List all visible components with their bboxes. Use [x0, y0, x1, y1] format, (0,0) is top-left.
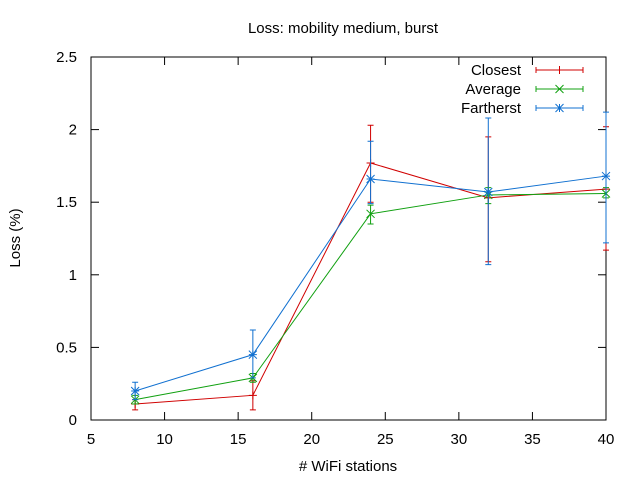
- x-axis-label: # WiFi stations: [299, 458, 397, 475]
- x-tick-label-4: 25: [377, 431, 394, 448]
- plot-area: 5 10 15 20 25 30 35 40 0 0.5 1 1.5 2 2.5 Closest Averag…: [56, 49, 614, 448]
- x-tick-label-6: 35: [524, 431, 541, 448]
- legend-errbar-caps-0: [535, 67, 584, 73]
- y-tick-label-2: 1: [69, 267, 77, 284]
- chart-title: Loss: mobility medium, burst: [248, 20, 439, 37]
- y-tick-label-3: 1.5: [56, 194, 77, 211]
- x-tick-label-3: 20: [303, 431, 320, 448]
- x-tick-label-1: 10: [156, 431, 173, 448]
- legend-errbar-caps-2: [535, 105, 584, 111]
- series-2-point-2: [366, 174, 375, 184]
- x-tick-label-7: 40: [598, 431, 615, 448]
- legend-marker-0: [555, 66, 564, 74]
- legend-marker-1: [555, 84, 564, 94]
- x-tick-label-0: 5: [87, 431, 95, 448]
- series-1-point-2: [366, 209, 375, 219]
- series-2-point-3: [483, 187, 493, 197]
- y-tick-label-1: 0.5: [56, 339, 77, 356]
- y-tick-label-5: 2.5: [56, 49, 77, 66]
- series-2-point-1: [248, 350, 258, 360]
- legend-label-2: Fartherst: [461, 100, 522, 117]
- series-2-point-4: [601, 171, 611, 181]
- legend-label-0: Closest: [471, 62, 522, 79]
- legend-errbar-caps-1: [535, 86, 584, 92]
- x-tick-label-2: 15: [230, 431, 247, 448]
- series-1-errorbar-2: [367, 204, 374, 225]
- legend-marker-2: [555, 103, 564, 113]
- series-2-errorbar-2: [367, 140, 374, 205]
- legend-label-1: Average: [465, 81, 521, 98]
- y-tick-label-0: 0: [69, 412, 77, 429]
- series-2-point-0: [130, 386, 140, 396]
- series-0-point-1: [248, 391, 257, 400]
- y-axis-label: Loss (%): [7, 208, 24, 267]
- plot-frame: [90, 56, 607, 421]
- x-tick-label-5: 30: [451, 431, 468, 448]
- y-tick-label-4: 2: [69, 122, 77, 139]
